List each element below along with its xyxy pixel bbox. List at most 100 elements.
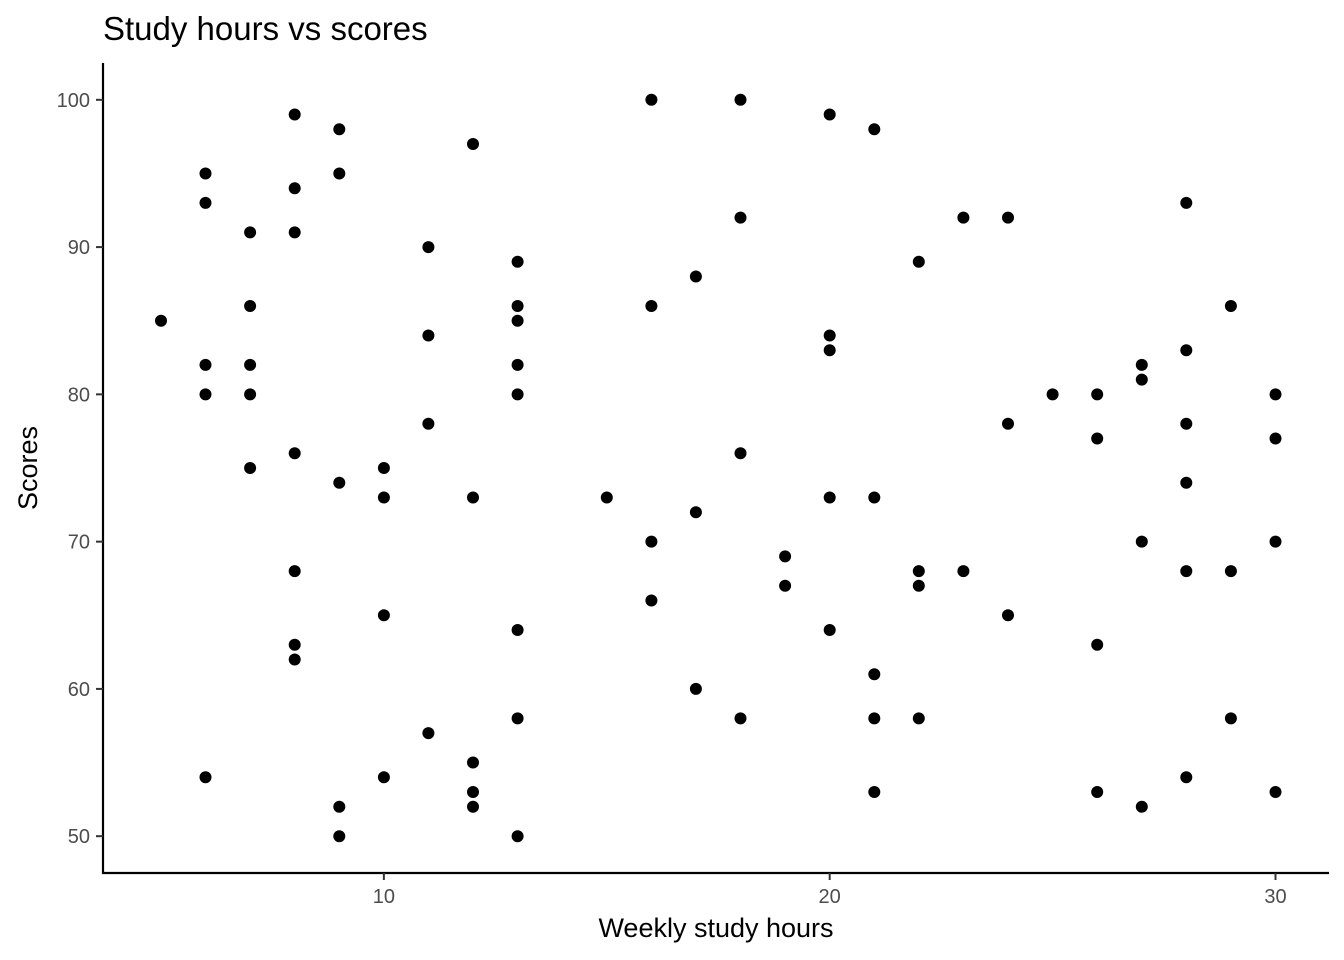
y-tick-label: 60	[68, 679, 90, 701]
data-point	[1002, 609, 1014, 622]
data-point	[377, 462, 390, 474]
data-point	[244, 358, 257, 371]
data-point	[1002, 211, 1014, 224]
data-point	[199, 358, 212, 371]
data-point	[1180, 344, 1193, 357]
data-point	[199, 196, 212, 209]
y-tick-label: 90	[68, 237, 90, 259]
data-point	[689, 506, 702, 519]
data-point	[957, 565, 970, 578]
data-point	[1091, 786, 1104, 798]
data-point	[1135, 373, 1148, 386]
data-point	[511, 712, 524, 725]
data-point	[244, 388, 257, 401]
data-point	[868, 712, 881, 725]
data-point	[1269, 786, 1282, 798]
data-point	[823, 108, 836, 121]
data-point	[1180, 771, 1193, 784]
chart-title: Study hours vs scores	[103, 10, 428, 47]
data-point	[912, 579, 925, 592]
data-point	[288, 182, 301, 195]
data-point	[868, 668, 881, 681]
data-point	[1091, 638, 1104, 651]
data-point	[422, 417, 435, 430]
data-point	[511, 830, 524, 843]
data-point	[377, 771, 390, 784]
data-point	[288, 565, 301, 578]
data-point	[288, 226, 301, 239]
data-point	[1135, 800, 1148, 813]
data-point	[1224, 565, 1237, 578]
data-point	[511, 358, 524, 371]
x-axis-ticks: 10 20 30	[373, 873, 1287, 908]
data-point	[1269, 535, 1282, 548]
data-point	[333, 123, 346, 136]
data-point	[244, 226, 257, 239]
data-point	[868, 786, 881, 798]
data-point	[333, 800, 346, 813]
data-point	[1135, 358, 1148, 371]
data-point	[333, 476, 346, 489]
data-point	[645, 93, 658, 106]
data-point	[1224, 712, 1237, 725]
data-point	[1046, 388, 1059, 401]
data-point	[734, 712, 747, 725]
data-point	[912, 255, 925, 268]
data-point	[511, 255, 524, 268]
data-point	[199, 167, 212, 180]
data-point	[734, 93, 747, 106]
data-point	[199, 388, 212, 401]
data-point	[957, 211, 970, 224]
data-point	[288, 447, 301, 460]
data-point	[734, 447, 747, 460]
data-point	[868, 491, 881, 504]
y-axis-title: Scores	[13, 426, 43, 510]
y-tick-label: 80	[68, 384, 90, 406]
data-point	[1269, 388, 1282, 401]
data-point	[467, 491, 479, 504]
data-point	[511, 314, 524, 327]
data-point	[1180, 476, 1193, 489]
x-tick-label: 10	[373, 886, 395, 908]
data-point	[823, 329, 836, 342]
data-point	[333, 830, 346, 843]
data-point	[511, 624, 524, 636]
data-point	[377, 609, 390, 622]
data-point	[645, 594, 658, 607]
data-point	[1135, 535, 1148, 548]
data-point	[288, 108, 301, 121]
data-point	[1224, 300, 1237, 312]
data-point	[244, 300, 257, 312]
x-tick-label: 30	[1264, 886, 1286, 908]
data-point	[823, 344, 836, 357]
data-point	[422, 241, 435, 254]
data-point	[823, 491, 836, 504]
data-point	[155, 314, 167, 327]
data-points	[155, 93, 1282, 843]
y-tick-label: 50	[68, 826, 90, 848]
data-point	[467, 138, 479, 150]
y-axis-ticks: 50 60 70 80 90 100	[57, 90, 103, 848]
data-point	[645, 535, 658, 548]
data-point	[1269, 432, 1282, 445]
data-point	[912, 565, 925, 578]
data-point	[689, 682, 702, 695]
data-point	[1180, 196, 1193, 209]
y-tick-label: 70	[68, 532, 90, 554]
data-point	[422, 329, 435, 342]
y-tick-label: 100	[57, 90, 90, 112]
data-point	[1091, 432, 1104, 445]
data-point	[912, 712, 925, 725]
data-point	[1002, 417, 1014, 430]
data-point	[377, 491, 390, 504]
data-point	[199, 771, 212, 784]
data-point	[422, 727, 435, 740]
x-axis-title: Weekly study hours	[598, 913, 833, 943]
data-point	[645, 300, 658, 312]
data-point	[600, 491, 613, 504]
data-point	[244, 462, 257, 474]
data-point	[1091, 388, 1104, 401]
x-tick-label: 20	[819, 886, 841, 908]
data-point	[288, 638, 301, 651]
